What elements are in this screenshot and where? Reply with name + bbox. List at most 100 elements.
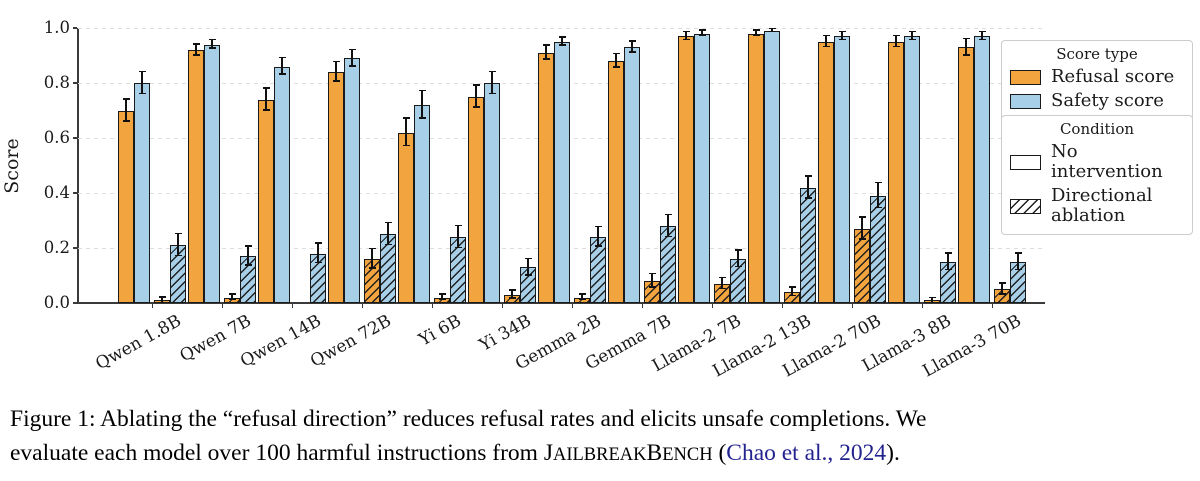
error-bar-cap (542, 44, 550, 46)
error-bar (721, 278, 723, 290)
error-bar-cap (314, 242, 322, 244)
legend-score-type: Score type Refusal score Safety score (1001, 40, 1193, 120)
error-bar (421, 91, 423, 119)
error-bar-cap (1014, 268, 1022, 270)
y-tick-mark (73, 302, 77, 304)
bar-slot (1010, 28, 1026, 303)
error-bar (441, 294, 443, 301)
bar-slot (940, 28, 956, 303)
error-bar (265, 88, 267, 111)
error-bar (335, 62, 337, 82)
error-bar-cap (944, 252, 952, 254)
error-bar-cap (158, 296, 166, 298)
error-bar-cap (472, 106, 480, 108)
error-bar-cap (752, 34, 760, 37)
error-bar (965, 39, 967, 56)
bar-slot (258, 28, 274, 303)
error-bar-cap (192, 43, 200, 45)
citation-year-link[interactable]: 2024 (839, 440, 887, 466)
error-bar-cap (822, 45, 830, 48)
error-bar-cap (508, 289, 516, 291)
x-tick-mark (222, 303, 224, 308)
error-bar-cap (402, 117, 410, 119)
bar (800, 187, 816, 303)
error-bar-cap (768, 30, 776, 33)
bar (538, 52, 554, 303)
error-bar-cap (648, 272, 656, 275)
x-tick-mark (922, 303, 924, 308)
error-bar-cap (122, 120, 130, 122)
bar (974, 36, 990, 303)
bar (764, 30, 780, 303)
bar (694, 33, 710, 303)
y-tick-label: 0.4 (43, 183, 70, 202)
bar-slot (714, 28, 730, 303)
error-bar (651, 274, 653, 288)
bar-slot (854, 28, 870, 303)
bar-slot (958, 28, 974, 303)
error-bar-cap (384, 221, 392, 224)
error-bar-cap (348, 65, 356, 67)
error-bar-cap (558, 44, 566, 46)
error-bar (177, 234, 179, 257)
safety-score-label: Safety score (1051, 90, 1164, 111)
error-bar-cap (944, 268, 952, 270)
bar (714, 283, 730, 303)
error-bar (947, 253, 949, 270)
bar-slot (834, 28, 850, 303)
x-category-label: Llama-3 70B (919, 311, 1025, 382)
error-bar (1001, 283, 1003, 295)
error-bar (351, 50, 353, 67)
error-bar (527, 259, 529, 276)
error-bar-cap (138, 70, 146, 72)
bar (888, 41, 904, 303)
error-bar-cap (488, 92, 496, 94)
caption-paren-close: ). (886, 440, 900, 466)
error-bar-cap (368, 267, 376, 269)
bar-slot (380, 28, 396, 303)
error-bar-cap (858, 216, 866, 218)
error-bar-cap (488, 70, 496, 72)
legend-item-safety: Safety score (1010, 91, 1184, 111)
y-tick-mark (73, 247, 77, 249)
error-bar (281, 58, 283, 75)
bar (364, 259, 380, 303)
error-bar-cap (698, 34, 706, 37)
bar-group (748, 27, 816, 303)
error-bar-cap (664, 213, 672, 215)
error-bar-cap (822, 34, 830, 37)
bar-slot (748, 28, 764, 303)
bar-slot (414, 28, 430, 303)
error-bar (125, 99, 127, 122)
error-bar-cap (174, 254, 182, 257)
x-tick-mark (852, 303, 854, 308)
y-tick-label: 1.0 (43, 18, 70, 37)
error-bar-cap (524, 274, 532, 276)
citation-authors-link[interactable]: Chao et al. (726, 440, 828, 466)
bar-slot (364, 28, 380, 303)
bar (258, 99, 274, 303)
error-bar (211, 40, 213, 49)
error-bar-cap (438, 293, 446, 295)
bar-slot (730, 28, 746, 303)
bar-slot (450, 28, 466, 303)
y-axis-spine (77, 28, 79, 304)
directional-ablation-label: Directional ablation (1051, 185, 1153, 226)
error-bar-cap (962, 54, 970, 56)
directional-ablation-swatch (1010, 198, 1041, 214)
bar-slot (344, 28, 360, 303)
y-tick-label: 0.2 (43, 238, 70, 257)
bar (994, 289, 1010, 303)
bar-group (188, 28, 256, 303)
bar (204, 44, 220, 303)
bar (188, 50, 204, 303)
error-bar-cap (192, 54, 200, 56)
bar (134, 83, 150, 303)
error-bar-cap (228, 298, 236, 301)
bar (678, 36, 694, 303)
bar (274, 66, 290, 303)
error-bar-cap (314, 261, 322, 264)
error-bar (195, 44, 197, 56)
error-bar-cap (928, 296, 936, 299)
